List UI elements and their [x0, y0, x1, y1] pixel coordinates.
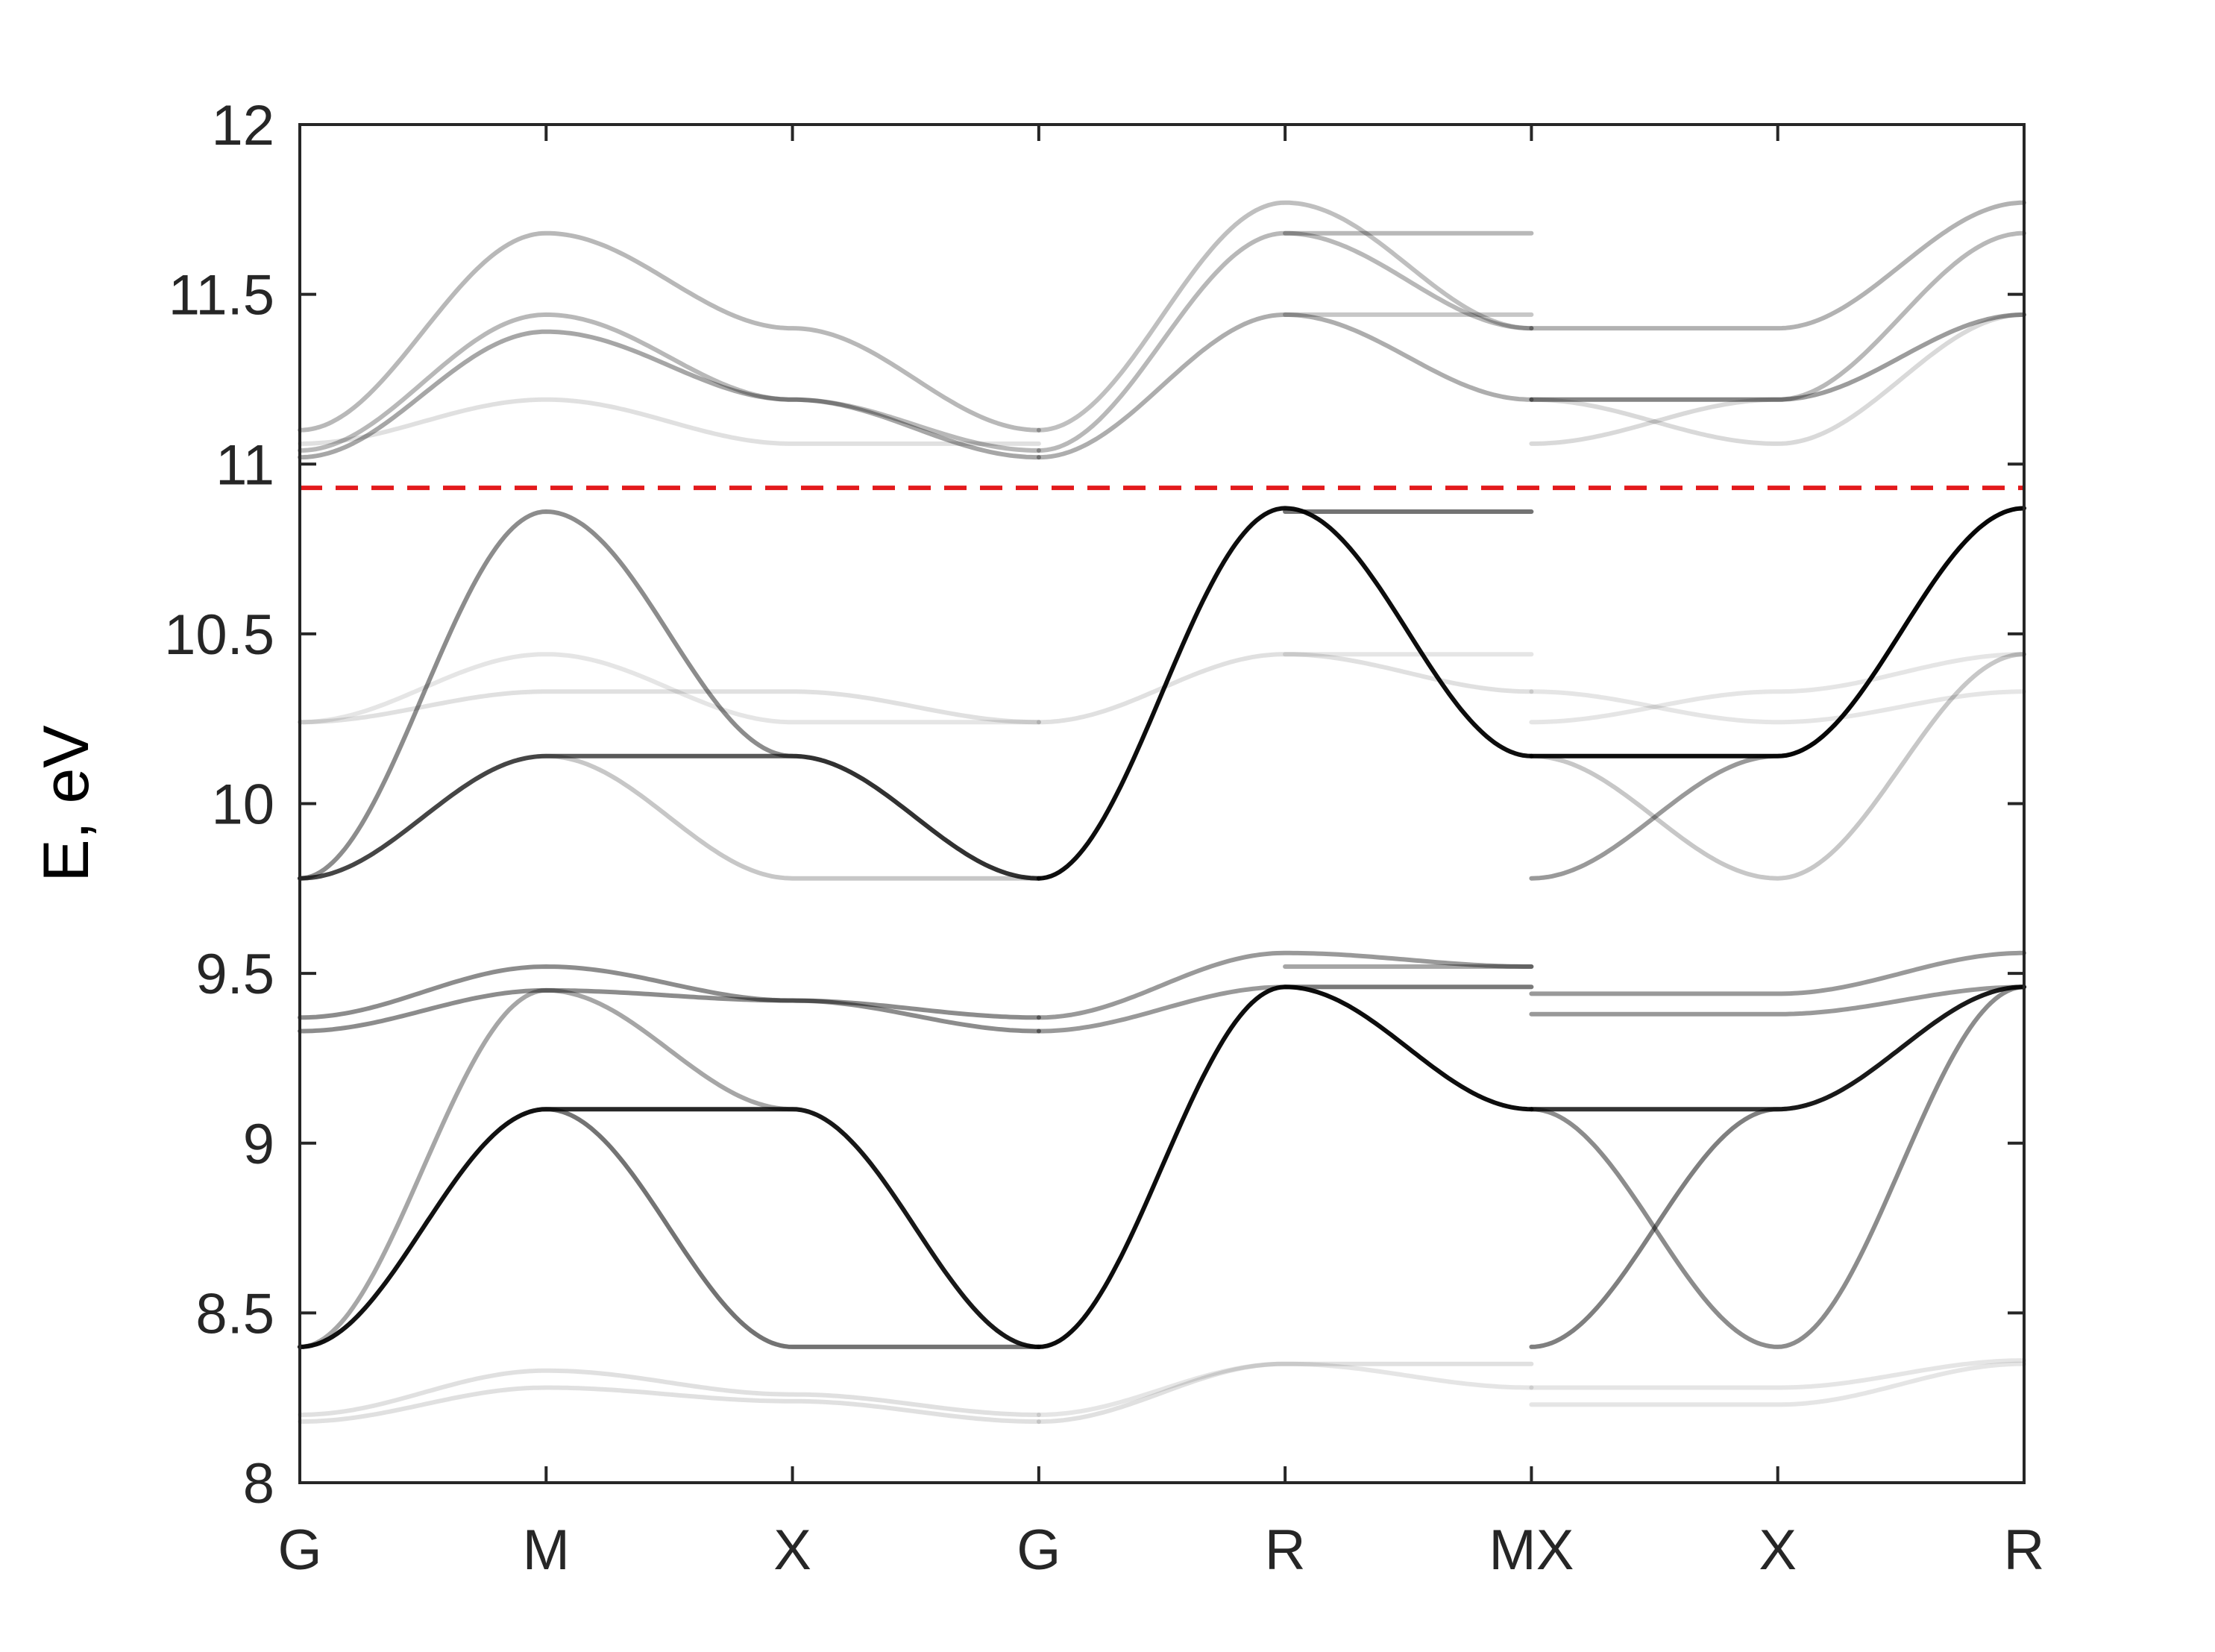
band-line-46 — [1529, 312, 2026, 402]
band-line-8 — [298, 509, 1041, 881]
x-tick-label: X — [1759, 1518, 1797, 1582]
band-line-36 — [1529, 950, 2026, 996]
band-line-48 — [1529, 312, 2026, 446]
band-line-13 — [298, 312, 1041, 453]
band-line-37 — [1529, 1361, 2026, 1407]
x-axis-ticks: G M X G R MX X R — [277, 125, 2044, 1582]
band-line-39 — [1529, 506, 2026, 759]
band-line-47 — [1529, 312, 2026, 446]
band-line-20 — [1036, 1361, 1534, 1417]
band-line-15 — [298, 397, 1041, 446]
band-line-38 — [1529, 1358, 2026, 1390]
y-tick-label: 9 — [243, 1113, 274, 1176]
band-line-21 — [1036, 506, 1534, 881]
band-line-33 — [1529, 984, 2026, 1349]
y-tick-label: 10 — [211, 773, 274, 837]
band-line-7 — [298, 753, 1041, 881]
x-tick-label: G — [1017, 1518, 1061, 1582]
band-line-1 — [298, 987, 1041, 1349]
band-lines — [298, 200, 2026, 1425]
band-line-35 — [1529, 984, 2026, 1017]
band-line-44 — [1529, 200, 2026, 331]
y-tick-label: 9.5 — [195, 943, 274, 1006]
band-line-14 — [298, 230, 1041, 433]
band-line-42 — [1529, 652, 2026, 725]
band-line-4 — [298, 964, 1041, 1020]
band-line-17 — [1036, 984, 1534, 1034]
band-line-10 — [298, 689, 1041, 725]
band-line-45 — [1529, 230, 2026, 402]
y-axis-label: E, eV — [31, 725, 102, 882]
band-line-3 — [298, 987, 1041, 1034]
x-tick-label: G — [277, 1518, 321, 1582]
x-tick-label: R — [1265, 1518, 1306, 1582]
x-tick-label: X — [773, 1518, 811, 1582]
x-tick-label: R — [2004, 1518, 2045, 1582]
band-line-41 — [1529, 652, 2026, 881]
band-line-16 — [1036, 984, 1534, 1349]
band-line-9 — [298, 753, 1041, 881]
band-line-6 — [298, 1368, 1041, 1417]
band-line-12 — [298, 329, 1041, 460]
band-line-23 — [1036, 312, 1534, 460]
y-tick-label: 12 — [211, 94, 274, 157]
band-line-2 — [298, 1107, 1041, 1349]
band-line-5 — [298, 1385, 1041, 1425]
band-line-18 — [1036, 950, 1534, 1020]
band-line-22 — [1036, 652, 1534, 725]
band-line-19 — [1036, 1361, 1534, 1425]
x-tick-label: MX — [1489, 1518, 1574, 1582]
y-tick-label: 11 — [216, 433, 274, 497]
y-tick-label: 10.5 — [164, 603, 274, 667]
y-axis-ticks: 8 8.5 9 9.5 10 10.5 11 11.5 12 — [164, 94, 2024, 1516]
band-line-24 — [1036, 230, 1534, 453]
y-tick-label: 11.5 — [169, 264, 274, 327]
band-line-40 — [1529, 506, 2026, 881]
y-tick-label: 8.5 — [195, 1282, 274, 1345]
x-tick-label: M — [523, 1518, 570, 1582]
band-line-25 — [1036, 200, 1534, 433]
band-line-34 — [1529, 984, 2026, 1112]
band-line-11 — [298, 652, 1041, 725]
band-line-43 — [1529, 689, 2026, 725]
y-tick-label: 8 — [243, 1452, 274, 1516]
